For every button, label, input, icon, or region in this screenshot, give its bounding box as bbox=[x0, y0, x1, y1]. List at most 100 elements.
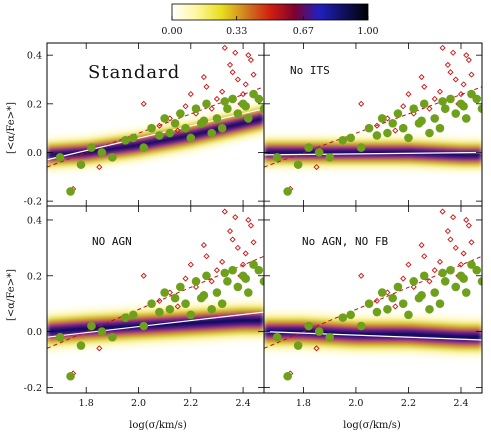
y-axis-label-top: [<α/Fe>*] bbox=[6, 102, 17, 154]
green-data-point bbox=[207, 128, 217, 138]
green-data-point bbox=[472, 265, 482, 275]
green-data-point bbox=[128, 133, 138, 143]
green-data-point bbox=[244, 288, 253, 297]
y-tick-label: 0.2 bbox=[27, 271, 42, 282]
green-data-point bbox=[440, 104, 450, 113]
green-data-point bbox=[217, 299, 227, 308]
red-diamond-point bbox=[410, 283, 417, 290]
red-diamond-point bbox=[373, 122, 380, 129]
green-data-point bbox=[272, 153, 282, 162]
green-data-point bbox=[165, 304, 175, 314]
red-diamond-point bbox=[452, 244, 459, 251]
red-diamond-point bbox=[203, 253, 210, 260]
green-data-point bbox=[477, 277, 482, 286]
green-data-point bbox=[155, 307, 164, 317]
green-data-point bbox=[66, 187, 75, 196]
green-data-point bbox=[259, 104, 264, 113]
green-data-point bbox=[356, 143, 366, 152]
green-data-point bbox=[191, 277, 201, 286]
green-data-point bbox=[338, 136, 348, 145]
green-data-point bbox=[438, 268, 447, 278]
red-diamond-point bbox=[418, 242, 425, 249]
green-data-point bbox=[199, 291, 209, 300]
green-data-point bbox=[186, 133, 196, 143]
green-data-point bbox=[477, 104, 482, 113]
colorbar-tick-label: 0.00 bbox=[161, 26, 182, 37]
green-data-point bbox=[176, 282, 185, 292]
density-band bbox=[47, 117, 264, 157]
y-tick-label: 0.0 bbox=[27, 148, 42, 159]
green-data-point bbox=[76, 341, 86, 350]
red-diamond-point bbox=[182, 103, 189, 110]
x-tick-label: 2.2 bbox=[183, 398, 198, 409]
green-data-point bbox=[419, 99, 429, 109]
red-diamond-point bbox=[140, 272, 147, 279]
red-diamond-point bbox=[226, 228, 234, 235]
red-diamond-point bbox=[405, 91, 412, 98]
green-data-point bbox=[139, 321, 149, 331]
green-data-point bbox=[165, 128, 175, 138]
red-diamond-point bbox=[242, 81, 249, 88]
green-data-point bbox=[212, 288, 222, 297]
panel-no-agn: 1.8 2.0 2.2 2.4 -0.2 0.0 0.2 0.4 NO AGN bbox=[24, 205, 265, 409]
red-diamond-point bbox=[421, 83, 428, 90]
green-data-point bbox=[417, 116, 426, 126]
green-data-point bbox=[160, 114, 169, 123]
red-diamond-point bbox=[418, 74, 425, 81]
y-tick-label: 0.4 bbox=[27, 215, 42, 226]
green-data-point bbox=[223, 104, 232, 113]
red-diamond-point bbox=[463, 52, 470, 59]
green-data-point bbox=[409, 104, 419, 113]
red-diamond-point bbox=[465, 56, 472, 64]
green-data-point bbox=[121, 136, 130, 145]
red-diamond-point bbox=[439, 44, 446, 51]
axis-ticks: -0.2 0.0 0.2 0.4 bbox=[24, 43, 264, 208]
green-data-point bbox=[217, 123, 227, 133]
red-diamond-point bbox=[460, 250, 467, 257]
red-diamond-point bbox=[234, 244, 241, 251]
green-data-point bbox=[338, 313, 348, 322]
colorbar-tick-label: 1.00 bbox=[357, 26, 378, 37]
red-diamond-point bbox=[200, 242, 207, 249]
green-data-point bbox=[372, 131, 382, 140]
green-data-point bbox=[121, 313, 130, 322]
y-tick-label: 0.4 bbox=[27, 51, 42, 62]
red-diamond-point bbox=[192, 110, 200, 117]
red-diamond-point bbox=[313, 164, 320, 171]
green-data-point bbox=[97, 148, 107, 157]
green-data-point bbox=[325, 153, 334, 162]
red-diamond-point bbox=[245, 52, 252, 59]
y-tick-label: 0.2 bbox=[27, 99, 42, 110]
red-diamond-point bbox=[426, 278, 433, 285]
green-data-point bbox=[160, 288, 169, 297]
red-diamond-point bbox=[444, 228, 451, 235]
green-data-point bbox=[398, 299, 408, 308]
red-diamond-point bbox=[465, 222, 472, 229]
y-tick-label: -0.2 bbox=[24, 383, 42, 394]
red-diamond-point bbox=[187, 91, 194, 98]
red-diamond-point bbox=[192, 283, 200, 290]
green-data-point bbox=[461, 288, 471, 297]
green-data-point bbox=[440, 277, 450, 286]
model-fit-line bbox=[264, 330, 482, 341]
green-data-point bbox=[170, 293, 180, 303]
panel-no-agn-no-fb: 1.8 2.0 2.2 2.4 No AGN, NO FB bbox=[263, 205, 483, 409]
green-data-point bbox=[346, 133, 355, 143]
green-data-point bbox=[108, 332, 117, 342]
x-tick-label: 2.2 bbox=[401, 398, 416, 409]
red-diamond-point bbox=[247, 222, 254, 229]
green-data-point bbox=[108, 153, 117, 162]
colorbar: 0.00 0.33 0.67 1.00 bbox=[161, 3, 379, 37]
red-diamond-point bbox=[468, 71, 475, 78]
red-diamond-point bbox=[174, 303, 181, 310]
red-diamond-point bbox=[400, 275, 407, 282]
green-data-point bbox=[191, 104, 201, 113]
green-data-point bbox=[409, 277, 419, 286]
green-data-point bbox=[425, 304, 434, 314]
green-data-point bbox=[241, 274, 250, 283]
red-diamond-point bbox=[229, 236, 236, 243]
green-data-point bbox=[147, 123, 156, 133]
red-diamond-point bbox=[452, 76, 459, 83]
red-diamond-point bbox=[358, 272, 365, 279]
